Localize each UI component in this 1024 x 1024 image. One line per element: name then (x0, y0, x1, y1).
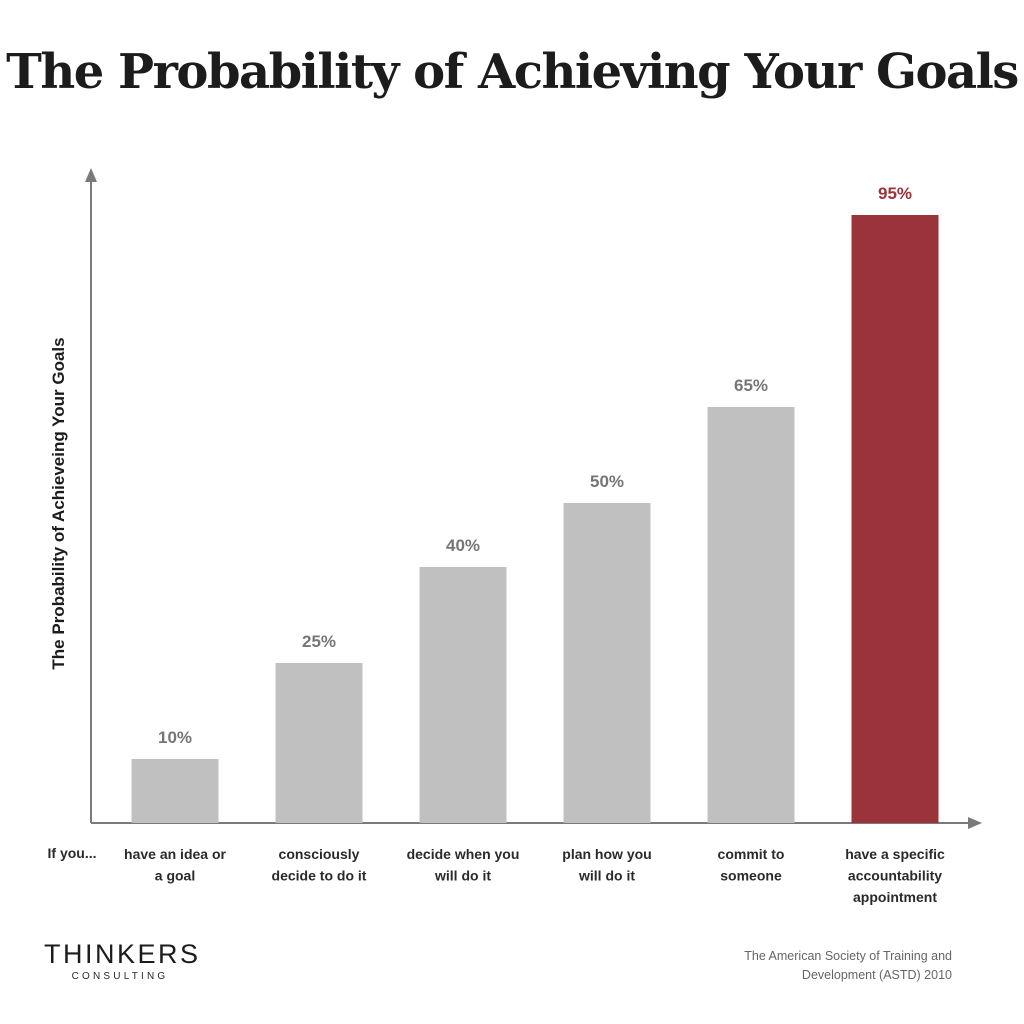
x-tick-label: will do it (434, 868, 491, 884)
x-tick-label: have an idea or (124, 846, 226, 862)
bar (707, 407, 795, 823)
data-label: 50% (590, 472, 624, 491)
x-tick-label: a goal (155, 868, 195, 884)
data-label: 65% (734, 376, 768, 395)
chart-title: The Probability of Achieving Your Goals (6, 44, 1019, 100)
company-logo: THINKERS CONSULTING (44, 938, 201, 984)
x-tick-label: plan how you (562, 846, 651, 862)
x-tick-label: appointment (853, 889, 937, 905)
x-tick-label: accountability (848, 868, 942, 884)
x-tick-label: have a specific (845, 846, 945, 862)
data-label: 95% (878, 184, 912, 203)
data-label: 25% (302, 632, 336, 651)
data-label: 10% (158, 728, 192, 747)
bar (419, 567, 507, 823)
x-axis-arrow (968, 817, 982, 829)
bar (851, 215, 939, 823)
x-tick-label: will do it (578, 868, 635, 884)
logo-wordmark: THINKERS (44, 939, 201, 969)
bar (275, 663, 363, 823)
x-tick-label: consciously (279, 846, 360, 862)
bar (131, 759, 219, 823)
x-axis-prefix: If you... (47, 845, 97, 861)
x-tick-label: decide to do it (272, 868, 367, 884)
logo-subtitle: CONSULTING (71, 971, 169, 982)
x-tick-label: commit to (718, 846, 785, 862)
x-tick-label: decide when you (407, 846, 520, 862)
y-axis-label: The Probability of Achieveing Your Goals (49, 337, 68, 669)
source-citation: The American Society of Training and Dev… (692, 947, 952, 985)
x-tick-label: someone (720, 868, 782, 884)
data-label: 40% (446, 536, 480, 555)
source-line: The American Society of Training and (744, 949, 952, 963)
y-axis-arrow (85, 168, 97, 182)
source-line: Development (ASTD) 2010 (801, 968, 952, 982)
bar (563, 503, 651, 823)
